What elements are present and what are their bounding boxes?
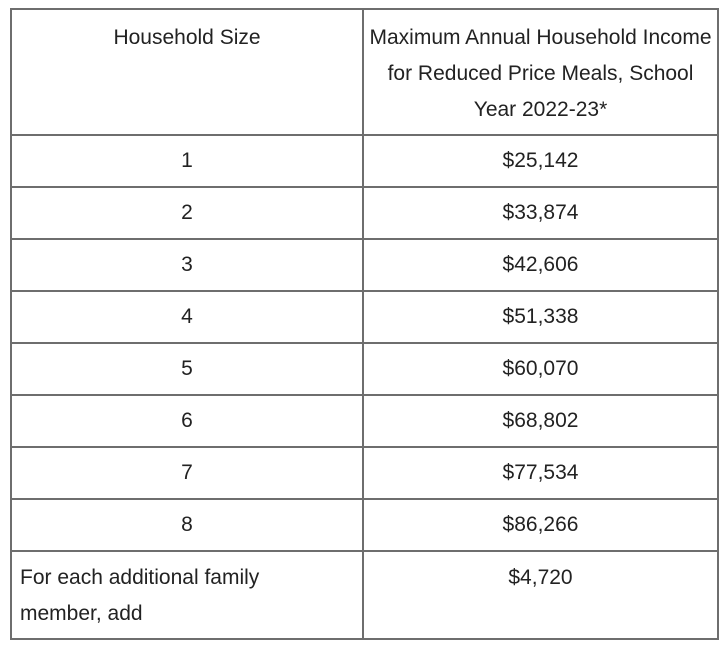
household-size-cell: 1 xyxy=(10,134,364,188)
additional-member-row: For each additional family member, add $… xyxy=(10,550,719,640)
max-income-cell: $42,606 xyxy=(362,238,719,292)
max-income-cell: $68,802 xyxy=(362,394,719,448)
household-size-cell: 4 xyxy=(10,290,364,344)
max-income-cell: $60,070 xyxy=(362,342,719,396)
household-size-header: Household Size xyxy=(10,8,364,136)
max-income-cell: $86,266 xyxy=(362,498,719,552)
reduced-price-meals-income-table: Household Size Maximum Annual Household … xyxy=(10,8,719,640)
table-row: 6 $68,802 xyxy=(10,394,719,448)
max-income-header: Maximum Annual Household Income for Redu… xyxy=(362,8,719,136)
additional-member-income: $4,720 xyxy=(362,550,719,640)
table-row: 3 $42,606 xyxy=(10,238,719,292)
household-size-cell: 8 xyxy=(10,498,364,552)
table-row: 7 $77,534 xyxy=(10,446,719,500)
additional-member-label: For each additional family member, add xyxy=(10,550,364,640)
household-size-cell: 3 xyxy=(10,238,364,292)
max-income-cell: $33,874 xyxy=(362,186,719,240)
table-row: 4 $51,338 xyxy=(10,290,719,344)
table-row: 1 $25,142 xyxy=(10,134,719,188)
table-header-row: Household Size Maximum Annual Household … xyxy=(10,8,719,136)
table-row: 2 $33,874 xyxy=(10,186,719,240)
household-size-cell: 7 xyxy=(10,446,364,500)
table-row: 5 $60,070 xyxy=(10,342,719,396)
max-income-cell: $25,142 xyxy=(362,134,719,188)
max-income-cell: $77,534 xyxy=(362,446,719,500)
household-size-cell: 5 xyxy=(10,342,364,396)
household-size-cell: 6 xyxy=(10,394,364,448)
max-income-cell: $51,338 xyxy=(362,290,719,344)
income-table-container: Household Size Maximum Annual Household … xyxy=(10,8,719,640)
table-row: 8 $86,266 xyxy=(10,498,719,552)
household-size-cell: 2 xyxy=(10,186,364,240)
